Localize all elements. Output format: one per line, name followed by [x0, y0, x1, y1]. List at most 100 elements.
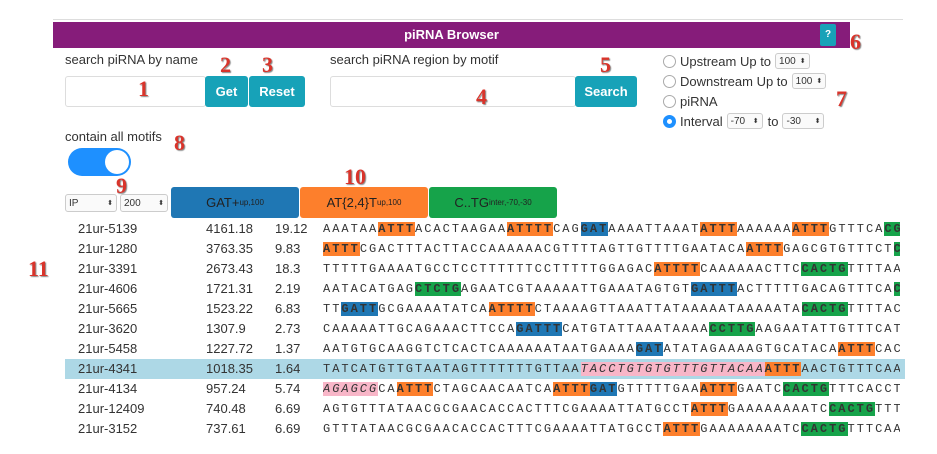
ratio-value: 6.83	[275, 301, 301, 316]
downstream-label: Downstream Up to	[680, 73, 788, 89]
motif-button-at[interactable]: AT{2,4}T up,100	[300, 187, 428, 218]
table-row[interactable]: 21ur-5139 4161.18 19.12 AAATAAATTTACACTAAGA…	[65, 219, 905, 239]
table-row[interactable]: 21ur-4606 1721.31 2.19 AATACATGAGCTCTGAGAAT…	[65, 279, 905, 299]
sequence-segment: CA	[378, 382, 397, 396]
motif-match: ATTT	[700, 382, 738, 396]
sequence-segment: AACTGTTTCAA	[801, 362, 900, 376]
pirna-name: 21ur-5665	[78, 301, 138, 316]
motif-match: ATTT	[663, 422, 701, 436]
table-row[interactable]: 21ur-5665 1523.22 6.83 TTGATTGCGAAAATATCAAT…	[65, 299, 905, 319]
motif-match: ATTTT	[507, 222, 554, 236]
table-row[interactable]: 21ur-1280 3763.35 9.83 ATTTCGACTTTACTTACCAA…	[65, 239, 905, 259]
annotation-3: 3	[262, 52, 273, 77]
table-row[interactable]: 21ur-3152 737.61 6.69 GTTTATAACGCGAACACCACT…	[65, 419, 905, 439]
motif-search-input[interactable]	[330, 76, 576, 107]
help-button[interactable]: ?	[820, 24, 836, 46]
motif-match: CCTTG	[709, 322, 756, 336]
name-search-input[interactable]	[65, 76, 206, 107]
table-row[interactable]: 21ur-4341 1018.35 1.64 TATCATGTTGTAATAGTTTT…	[65, 359, 905, 379]
ratio-value: 2.19	[275, 281, 301, 296]
get-button[interactable]: Get	[205, 76, 248, 107]
app-header: piRNA Browser	[53, 22, 850, 48]
count-select[interactable]: 200 ⬍	[120, 194, 168, 212]
motif-match: ATTT	[764, 362, 802, 376]
motif-match: CGTTG	[884, 222, 900, 236]
ratio-value: 9.83	[275, 241, 301, 256]
table-row[interactable]: 21ur-12409 740.48 6.69 AGTGTTTATAACGCGAACAC…	[65, 399, 905, 419]
annotation-2: 2	[220, 52, 231, 77]
sequence-segment: CTAGCAACAATCA	[433, 382, 554, 396]
option-downstream[interactable]: Downstream Up to 100 ⬍	[663, 71, 827, 91]
upstream-radio[interactable]	[663, 54, 676, 68]
motif-match: CACTG	[829, 402, 876, 416]
sequence-segment: TT	[323, 302, 342, 316]
upstream-select[interactable]: 100 ⬍	[775, 53, 810, 69]
sequence-segment: AGTGTTTATAACGCGAACACCACTTTCGAAAATTATGCCT	[323, 402, 692, 416]
option-interval[interactable]: Interval -70 ⬍ to -30 ⬍	[663, 111, 826, 131]
option-upstream[interactable]: Upstream Up to 100 ⬍	[663, 51, 826, 71]
motif-match: ATTTT	[654, 262, 701, 276]
table-row[interactable]: 21ur-5458 1227.72 1.37 AATGTGCAAGGTCTCACTCA…	[65, 339, 905, 359]
sequence-segment: AAAAAA	[737, 222, 793, 236]
downstream-radio[interactable]	[663, 74, 676, 88]
count-value: 200	[124, 197, 141, 209]
motif-match: ATTT	[323, 242, 360, 256]
motif-match: GAT	[635, 342, 664, 356]
name-search-label: search piRNA by name	[65, 52, 198, 67]
sequence-segment: TATCATGTTGTAATAGTTTTTTTGTTAA	[323, 362, 581, 376]
motif-button-ctg[interactable]: C..TG inter,-70,-30	[429, 187, 557, 218]
sequence-segment: TTTCAATAGGTTATCAATT	[875, 402, 900, 416]
sequence-segment: GAAAAAAAATC	[727, 402, 830, 416]
motif-subscript: up,100	[239, 198, 264, 207]
expression-value: 1018.35	[206, 361, 253, 376]
contain-all-label: contain all motifs	[65, 129, 162, 144]
motif-match: CACTG	[783, 382, 830, 396]
sequence-segment: TTTTACATACTCT	[847, 302, 900, 316]
motif-match: GATT	[341, 302, 379, 316]
motif-match: ATTT	[691, 402, 728, 416]
pirna-name: 21ur-3620	[78, 321, 138, 336]
sequence-segment: GTTTATAACGCGAACACCACTTTCGAAAATTATGCCT	[323, 422, 664, 436]
motif-match: ATTT	[746, 242, 784, 256]
motif-match: CAATG	[893, 242, 900, 256]
pirna-radio[interactable]	[663, 94, 676, 108]
motif-match: CACTG	[801, 262, 848, 276]
sequence-segment: GAGCGTGTTTCT	[783, 242, 894, 256]
contain-all-toggle[interactable]	[68, 148, 131, 176]
downstream-value: 100	[795, 75, 813, 87]
sequence-segment: AATACATGAG	[323, 282, 416, 296]
toggle-knob	[105, 150, 129, 174]
ratio-value: 18.3	[275, 261, 301, 276]
annotation-4: 4	[476, 84, 487, 109]
option-pirna[interactable]: piRNA	[663, 91, 826, 111]
table-row[interactable]: 21ur-3391 2673.43 18.3 TTTTTGAAAATGCCTCCTTT…	[65, 259, 905, 279]
motif-button-gat[interactable]: GAT+ up,100	[171, 187, 299, 218]
sequence: TTTTTGAAAATGCCTCCTTTTTTCCTTTTTGGAGACATTT…	[323, 259, 900, 279]
motif-text: AT{2,4}T	[326, 195, 377, 210]
motif-match: ATTT	[396, 382, 434, 396]
sequence-segment: ACACTAAGAA	[415, 222, 508, 236]
motif-match: ATTT	[700, 222, 738, 236]
table-row[interactable]: 21ur-3620 1307.9 2.73 CAAAAATTGCAGAAACTTCCA…	[65, 319, 905, 339]
reset-button[interactable]: Reset	[249, 76, 305, 107]
motif-match: GATTT	[516, 322, 563, 336]
sequence-segment: TTTTAACTA	[847, 262, 901, 276]
motif-text: C..TG	[454, 195, 489, 210]
motif-match: CGGTG	[893, 282, 900, 296]
sequence-segment: AAGAATATTGTTTCATACAGTTTTGAAAGT	[755, 322, 900, 336]
interval-label: Interval	[680, 113, 723, 129]
ratio-value: 1.64	[275, 361, 301, 376]
interval-radio[interactable]	[663, 114, 676, 128]
type-value: IP	[69, 197, 79, 209]
type-select[interactable]: IP ⬍	[65, 194, 117, 212]
search-button[interactable]: Search	[575, 76, 637, 107]
downstream-select[interactable]: 100 ⬍	[791, 73, 827, 89]
sequence-segment: GAATC	[737, 382, 784, 396]
pirna-name: 21ur-12409	[78, 401, 145, 416]
interval-to-select[interactable]: -30 ⬍	[782, 113, 825, 129]
updown-arrows-icon: ⬍	[158, 200, 164, 207]
pirna-label: piRNA	[680, 93, 718, 109]
table-row[interactable]: 21ur-4134 957.24 5.74 AGAGCGCAATTTCTAGCAACA…	[65, 379, 905, 399]
pirna-name: 21ur-4134	[78, 381, 138, 396]
interval-from-select[interactable]: -70 ⬍	[726, 113, 763, 129]
